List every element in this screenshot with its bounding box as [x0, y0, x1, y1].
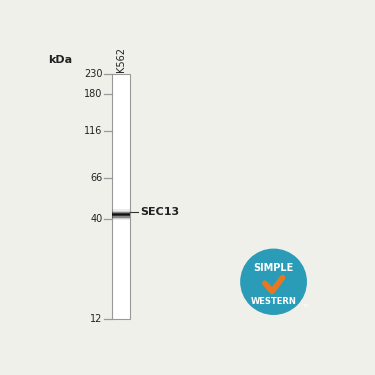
- Text: 230: 230: [84, 69, 103, 79]
- Text: K562: K562: [116, 47, 126, 72]
- Bar: [111, 214, 130, 215]
- Bar: [111, 211, 130, 212]
- Circle shape: [240, 249, 307, 315]
- Bar: [111, 209, 130, 211]
- Text: 12: 12: [90, 314, 103, 324]
- Text: 180: 180: [84, 89, 103, 99]
- Text: TM: TM: [302, 304, 308, 308]
- Text: kDa: kDa: [48, 55, 72, 65]
- Bar: [111, 217, 130, 219]
- Text: 116: 116: [84, 126, 103, 136]
- Text: 66: 66: [91, 172, 103, 183]
- Bar: [111, 216, 130, 217]
- Text: SEC13: SEC13: [141, 207, 180, 217]
- Text: WESTERN: WESTERN: [251, 297, 297, 306]
- Bar: [111, 212, 130, 213]
- Bar: [111, 74, 130, 320]
- Bar: [111, 215, 130, 216]
- Text: SIMPLE: SIMPLE: [254, 263, 294, 273]
- Bar: [111, 213, 130, 214]
- Text: 40: 40: [91, 214, 103, 224]
- Bar: [111, 219, 130, 220]
